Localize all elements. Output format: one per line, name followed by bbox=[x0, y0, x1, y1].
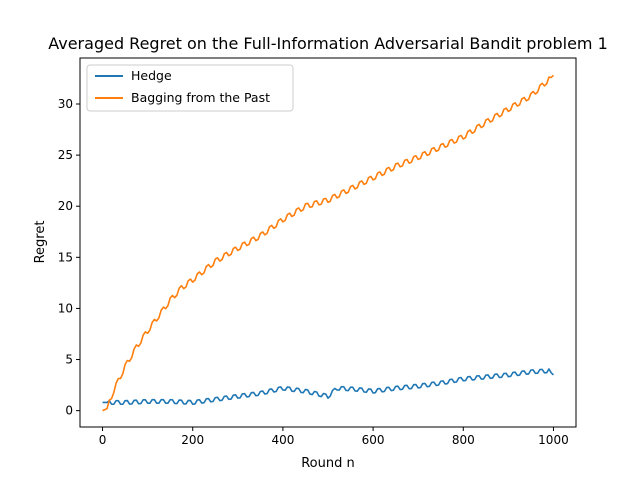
y-tick-label: 5 bbox=[65, 353, 73, 367]
series-line-bagging-from-the-past bbox=[102, 74, 554, 412]
x-tick-label: 400 bbox=[271, 433, 294, 447]
y-tick-label: 25 bbox=[58, 148, 73, 162]
y-axis-label: Regret bbox=[33, 221, 48, 264]
x-tick-label: 200 bbox=[181, 433, 204, 447]
y-tick-label: 10 bbox=[58, 301, 73, 315]
x-axis-label: Round n bbox=[301, 456, 355, 471]
x-axis-ticks: 0 200 400 600 800 1000 bbox=[99, 427, 569, 447]
series-line-hedge bbox=[102, 368, 554, 406]
y-tick-label: 20 bbox=[58, 199, 73, 213]
legend-label-hedge: Hedge bbox=[131, 68, 172, 83]
x-tick-label: 0 bbox=[99, 433, 107, 447]
y-tick-label: 30 bbox=[58, 97, 73, 111]
x-tick-label: 1000 bbox=[538, 433, 569, 447]
x-tick-label: 600 bbox=[362, 433, 385, 447]
y-tick-label: 0 bbox=[65, 404, 73, 418]
y-axis-ticks: 0 5 10 15 20 25 30 bbox=[58, 97, 80, 418]
series-layer bbox=[102, 74, 554, 412]
legend: Hedge Bagging from the Past bbox=[86, 64, 294, 112]
legend-box bbox=[86, 64, 294, 112]
legend-label-bagging: Bagging from the Past bbox=[131, 90, 270, 105]
chart-title: Averaged Regret on the Full-Information … bbox=[48, 34, 608, 53]
y-tick-label: 15 bbox=[58, 250, 73, 264]
x-tick-label: 800 bbox=[452, 433, 475, 447]
plot-frame bbox=[79, 57, 577, 428]
